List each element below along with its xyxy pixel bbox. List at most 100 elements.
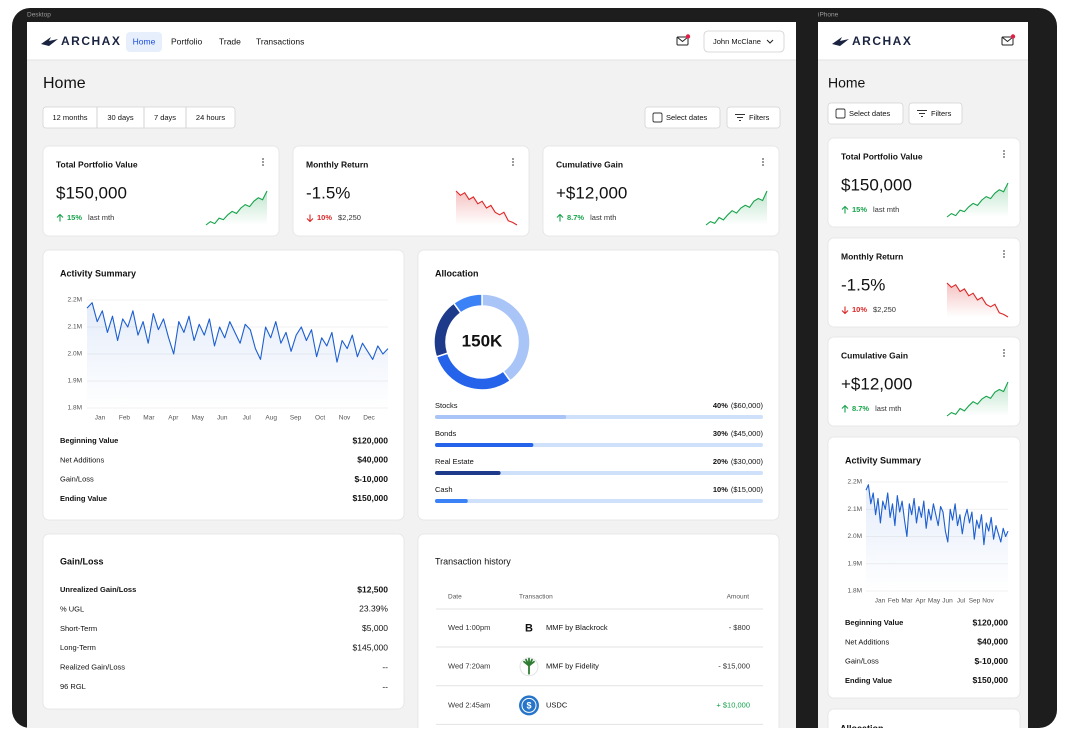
row-label: Gain/Loss bbox=[845, 657, 879, 666]
tx-date: Wed 1:00pm bbox=[448, 623, 490, 632]
trend-arrow bbox=[306, 214, 314, 223]
sparkline-area bbox=[947, 183, 1008, 217]
bar-track bbox=[435, 471, 763, 475]
change-value: 15% bbox=[852, 205, 867, 214]
tx-amount: - $800 bbox=[729, 623, 750, 632]
row-value: $40,000 bbox=[977, 637, 1008, 647]
bar bbox=[435, 471, 501, 475]
nav-active bbox=[126, 32, 162, 52]
amount: ($30,000) bbox=[731, 457, 764, 466]
row-label: Unrealized Gain/Loss bbox=[60, 585, 136, 594]
x-tick-label: Apr bbox=[915, 598, 926, 605]
row-value: 23.39% bbox=[359, 604, 388, 614]
row-value: $120,000 bbox=[353, 435, 389, 445]
filters-button[interactable] bbox=[726, 106, 781, 129]
x-tick-label: Feb bbox=[119, 415, 131, 422]
menu-dot bbox=[262, 158, 264, 160]
mail-icon[interactable] bbox=[1001, 36, 1014, 46]
tx-amount: - $15,000 bbox=[718, 662, 750, 671]
select-dates-button[interactable] bbox=[644, 106, 721, 129]
change-value: 15% bbox=[67, 213, 82, 222]
row-label: Net Additions bbox=[845, 637, 889, 646]
column-header: Amount bbox=[727, 594, 750, 601]
row-value: $145,000 bbox=[353, 642, 389, 652]
legend-label: Bonds bbox=[435, 429, 457, 438]
sparkline bbox=[946, 282, 1009, 318]
range-button[interactable]: 12 months bbox=[52, 113, 87, 122]
transactions-card bbox=[417, 533, 780, 728]
kpi-title: Total Portfolio Value bbox=[56, 159, 138, 169]
nav-item[interactable]: Portfolio bbox=[171, 36, 202, 46]
range-group bbox=[42, 106, 236, 129]
kpi-value: +$12,000 bbox=[841, 374, 912, 393]
amount: ($45,000) bbox=[731, 429, 764, 438]
user-button[interactable] bbox=[703, 30, 785, 53]
menu-dot bbox=[1003, 250, 1005, 252]
range-button[interactable]: 24 hours bbox=[196, 113, 225, 122]
kpi-value: $150,000 bbox=[841, 175, 912, 194]
row-label: Short-Term bbox=[60, 624, 97, 633]
kpi-change: 15% last mth bbox=[852, 205, 899, 214]
x-tick-label: May bbox=[192, 415, 205, 422]
tx-icon-symbol: $ bbox=[526, 700, 531, 710]
allocation-value: 20% ($30,000) bbox=[713, 457, 764, 466]
row-value: -- bbox=[382, 662, 388, 672]
allocation-value: 30% ($45,000) bbox=[713, 429, 764, 438]
tx-amount: + $10,000 bbox=[716, 700, 750, 709]
nav-item[interactable]: Transactions bbox=[256, 36, 304, 46]
allocation-card bbox=[827, 708, 1021, 728]
row-value: $5,000 bbox=[362, 623, 388, 633]
tx-icon-ring bbox=[521, 697, 537, 713]
kpi-value: $150,000 bbox=[56, 183, 127, 202]
change-value: 10% bbox=[317, 213, 332, 222]
y-tick-label: 2.0M bbox=[848, 533, 862, 540]
range-button[interactable]: 7 days bbox=[154, 113, 176, 122]
legend-label: Real Estate bbox=[435, 457, 474, 466]
logo-mark bbox=[41, 37, 58, 46]
row-label: Beginning Value bbox=[60, 436, 118, 445]
button-label: Filters bbox=[749, 113, 770, 122]
donut-segment bbox=[452, 293, 483, 314]
mail-icon[interactable] bbox=[676, 36, 689, 46]
row-label: Net Additions bbox=[60, 455, 104, 464]
line-series bbox=[86, 302, 389, 363]
kpi-title: Monthly Return bbox=[841, 251, 903, 261]
filters-button[interactable] bbox=[908, 102, 963, 125]
x-tick-label: Jun bbox=[942, 598, 953, 605]
brand: ARCHAX bbox=[852, 34, 912, 48]
percent: 30% bbox=[713, 429, 728, 438]
nav-item[interactable]: Trade bbox=[219, 36, 241, 46]
x-tick-label: Aug bbox=[265, 415, 277, 422]
allocation-value: 10% ($15,000) bbox=[713, 485, 764, 494]
x-tick-label: Apr bbox=[168, 415, 179, 422]
sparkline-area bbox=[947, 382, 1008, 416]
menu-dot bbox=[1003, 349, 1005, 351]
x-tick-label: Mar bbox=[901, 598, 913, 605]
kpi-change: 8.7% last mth bbox=[567, 213, 616, 222]
nav-item[interactable]: Home bbox=[133, 36, 156, 46]
menu-dot bbox=[762, 161, 764, 163]
row-label: Beginning Value bbox=[845, 618, 903, 627]
menu-dot bbox=[762, 158, 764, 160]
trend-arrow bbox=[56, 213, 64, 222]
change-note: $2,250 bbox=[873, 305, 896, 314]
range-button[interactable]: 30 days bbox=[107, 113, 134, 122]
y-tick-label: 1.8M bbox=[848, 588, 862, 595]
select-dates-button[interactable] bbox=[827, 102, 904, 125]
bar bbox=[435, 499, 468, 503]
menu-dot bbox=[1003, 256, 1005, 258]
x-tick-label: May bbox=[928, 598, 941, 605]
sparkline bbox=[946, 182, 1009, 218]
tx-name: MMF by Fidelity bbox=[546, 662, 599, 671]
row-label: Realized Gain/Loss bbox=[60, 663, 125, 672]
trend-arrow bbox=[841, 205, 849, 214]
amount: ($15,000) bbox=[731, 485, 764, 494]
x-tick-label: Nov bbox=[339, 415, 351, 422]
percent: 40% bbox=[713, 401, 728, 410]
x-tick-label: Mar bbox=[143, 415, 155, 422]
gain-loss-card bbox=[42, 533, 405, 710]
menu-dot bbox=[1003, 153, 1005, 155]
calendar-icon bbox=[652, 112, 663, 123]
row-label: % UGL bbox=[60, 604, 84, 613]
